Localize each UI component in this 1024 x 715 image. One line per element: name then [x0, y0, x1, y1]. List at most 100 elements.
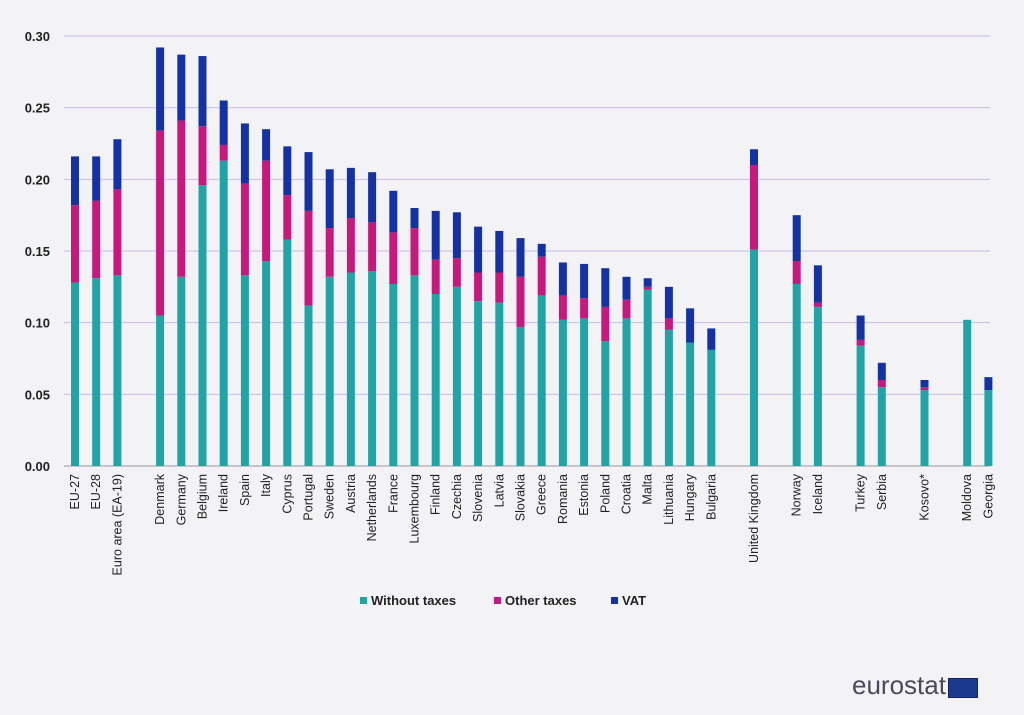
bar-without-taxes — [984, 390, 993, 466]
x-tick-label: Georgia — [981, 474, 995, 519]
bar-other-taxes — [792, 261, 801, 284]
bar-vat — [262, 129, 271, 161]
bar-without-taxes — [431, 294, 440, 466]
bar-without-taxes — [113, 275, 122, 466]
bar-without-taxes — [516, 326, 525, 466]
x-tick-label: Iceland — [811, 474, 825, 514]
bar-other-taxes — [601, 306, 610, 342]
bar-without-taxes — [368, 271, 377, 466]
bar-other-taxes — [622, 299, 631, 319]
eu-flag-icon — [947, 677, 978, 698]
bar-without-taxes — [262, 261, 271, 466]
x-tick-label: Greece — [535, 474, 549, 515]
x-axis-ticks: EU-27 EU-28 Euro area (EA-19) Denmark German… — [68, 473, 995, 575]
bar-vat — [622, 276, 631, 300]
x-tick-label: Euro area (EA-19) — [110, 474, 124, 575]
bar-other-taxes — [580, 298, 589, 319]
x-tick-label: Moldova — [960, 474, 974, 521]
bar-other-taxes — [410, 228, 419, 276]
bar-vat — [856, 315, 865, 340]
bar-other-taxes — [643, 286, 652, 290]
legend-swatch — [494, 597, 501, 604]
legend-swatch — [611, 597, 618, 604]
x-tick-label: EU-27 — [68, 474, 82, 509]
bar-vat — [431, 210, 440, 260]
x-tick-label: Germany — [174, 473, 188, 525]
bar-vat — [283, 146, 292, 196]
x-tick-label: Sweden — [323, 474, 337, 519]
bar-vat — [750, 149, 758, 165]
bar-other-taxes — [537, 256, 546, 296]
x-tick-label: Poland — [598, 474, 612, 513]
bar-vat — [113, 139, 122, 190]
bar-without-taxes — [856, 345, 865, 466]
bar-without-taxes — [92, 278, 101, 466]
bar-without-taxes — [495, 302, 504, 466]
x-tick-label: Italy — [259, 473, 273, 497]
bar-other-taxes — [325, 228, 334, 277]
bar-vat — [410, 208, 419, 229]
bar-without-taxes — [410, 275, 419, 466]
bar-vat — [984, 377, 993, 391]
bar-without-taxes — [240, 275, 249, 466]
bar-other-taxes — [304, 210, 313, 306]
x-tick-label: Czechia — [450, 474, 464, 519]
x-tick-label: Croatia — [620, 474, 634, 514]
bar-without-taxes — [71, 282, 79, 466]
x-tick-label: Lithuania — [662, 474, 676, 525]
bar-without-taxes — [643, 289, 652, 466]
x-tick-label: Serbia — [875, 474, 889, 510]
bar-without-taxes — [963, 319, 972, 466]
x-tick-label: Belgium — [196, 474, 210, 519]
bar-other-taxes — [495, 272, 504, 303]
bar-without-taxes — [304, 305, 313, 466]
bar-without-taxes — [707, 349, 716, 466]
y-tick-label: 0.30 — [25, 29, 50, 44]
x-tick-label: Cyprus — [280, 474, 294, 514]
bar-vat — [177, 54, 186, 121]
bar-other-taxes — [219, 144, 228, 161]
bar-without-taxes — [813, 306, 822, 466]
bar-vat — [537, 243, 546, 257]
bar-other-taxes — [177, 120, 186, 277]
x-tick-label: Estonia — [577, 474, 591, 516]
bar-without-taxes — [389, 283, 398, 466]
x-tick-label: Slovakia — [514, 474, 528, 521]
bar-vat — [474, 226, 483, 273]
gridlines — [64, 35, 990, 467]
bar-vat — [219, 100, 228, 145]
bar-vat — [516, 238, 525, 277]
bar-other-taxes — [262, 160, 271, 262]
x-tick-label: Ireland — [217, 474, 231, 512]
y-tick-label: 0.05 — [25, 387, 50, 402]
x-tick-label: Norway — [790, 473, 804, 516]
bar-without-taxes — [177, 276, 186, 466]
x-tick-label: Hungary — [683, 473, 697, 521]
bar-other-taxes — [750, 165, 758, 250]
y-tick-label: 0.25 — [25, 101, 50, 116]
bar-vat — [495, 230, 504, 273]
bar-vat — [452, 212, 461, 259]
bar-without-taxes — [920, 390, 929, 466]
bar-vat — [325, 169, 334, 229]
bar-vat — [643, 278, 652, 287]
bar-vat — [346, 167, 355, 219]
bar-vat — [686, 308, 695, 343]
bar-vat — [389, 190, 398, 233]
bar-without-taxes — [877, 387, 886, 466]
x-tick-label: Denmark — [153, 473, 167, 524]
legend: Without taxes Other taxes VAT — [360, 593, 646, 608]
bar-vat — [71, 156, 79, 206]
bar-without-taxes — [283, 239, 292, 466]
y-tick-label: 0.10 — [25, 316, 50, 331]
y-tick-label: 0.20 — [25, 172, 50, 187]
bar-other-taxes — [92, 200, 101, 279]
bar-other-taxes — [856, 339, 865, 346]
bar-other-taxes — [813, 302, 822, 307]
bar-without-taxes — [622, 318, 631, 466]
bar-without-taxes — [537, 295, 546, 466]
x-tick-label: Slovenia — [471, 474, 485, 522]
y-tick-label: 0.15 — [25, 244, 50, 259]
bar-vat — [920, 380, 929, 388]
bar-other-taxes — [283, 195, 292, 240]
